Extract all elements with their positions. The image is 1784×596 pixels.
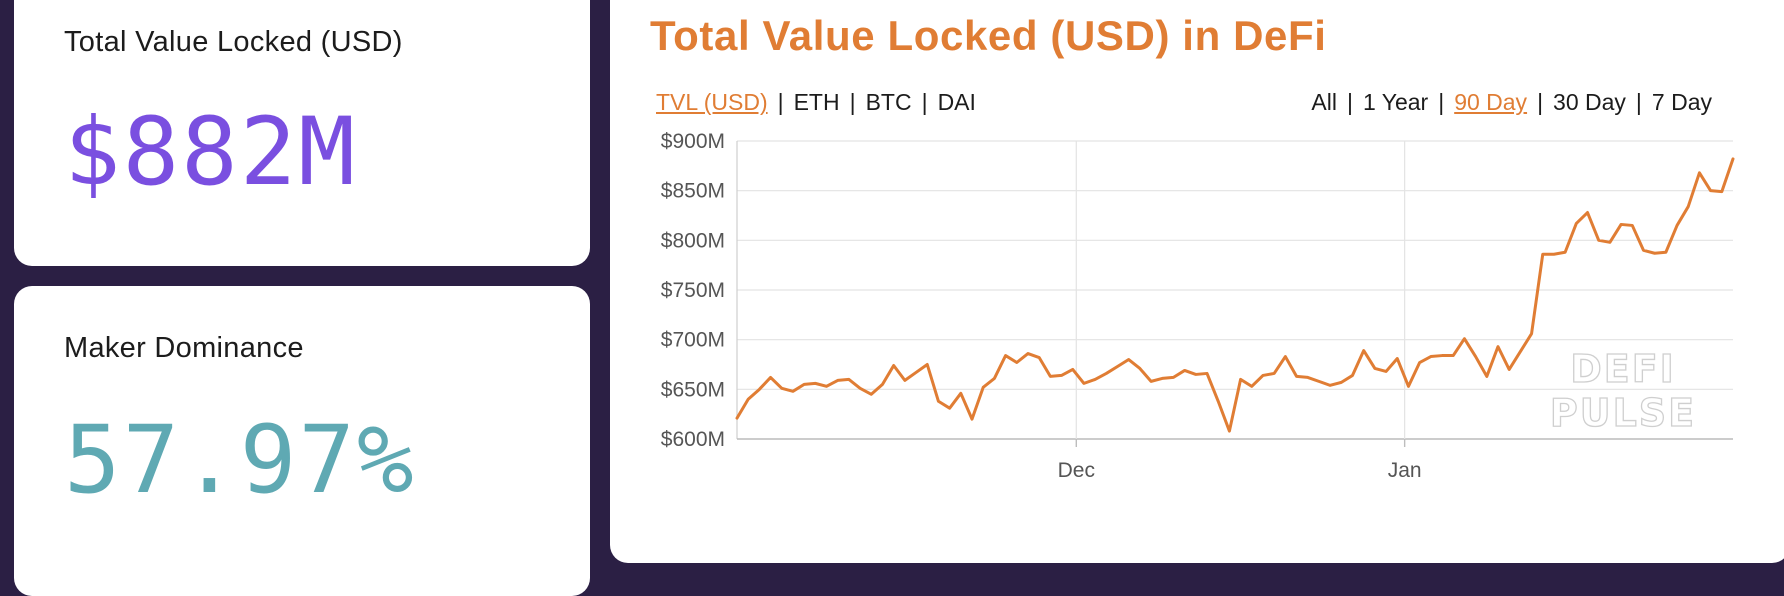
y-tick-label: $700M: [661, 329, 725, 352]
tvl-line-chart: $600M $650M $700M $750M $800M $850M $900M Dec Ja…: [610, 110, 1784, 540]
tvl-label: Total Value Locked (USD): [64, 26, 403, 59]
dominance-value: 57.97%: [64, 406, 416, 515]
y-tick-label: $900M: [661, 130, 725, 153]
y-tick-label: $800M: [661, 229, 725, 252]
x-tick-label: Jan: [1388, 459, 1422, 482]
dominance-label: Maker Dominance: [64, 332, 304, 365]
y-tick-label: $750M: [661, 279, 725, 302]
y-tick-label: $850M: [661, 180, 725, 203]
x-tick-label: Dec: [1058, 459, 1095, 482]
y-tick-label: $600M: [661, 428, 725, 451]
watermark-logo-text: DEFI: [1570, 347, 1676, 391]
watermark-logo-text: PULSE: [1550, 391, 1696, 435]
tvl-card: Total Value Locked (USD) $882M: [14, 0, 590, 266]
dominance-card: Maker Dominance 57.97%: [14, 286, 590, 596]
y-tick-label: $650M: [661, 378, 725, 401]
chart-card: Total Value Locked (USD) in DeFi TVL (US…: [610, 0, 1784, 563]
tvl-value: $882M: [64, 98, 357, 207]
chart-title: Total Value Locked (USD) in DeFi: [650, 12, 1327, 60]
